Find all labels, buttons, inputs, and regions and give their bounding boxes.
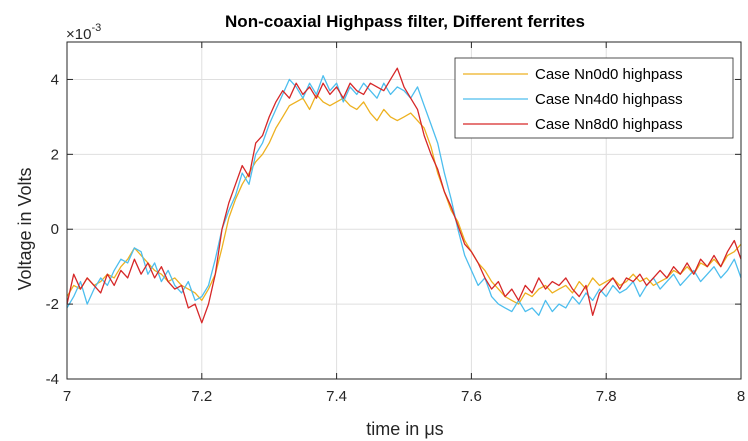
x-tick-labels: 7 7.2 7.4 7.6 7.8 8: [63, 388, 745, 405]
series-lines: [66, 67, 742, 324]
y-exponent-power: -3: [91, 22, 101, 34]
y-tick-label: 4: [51, 71, 59, 88]
y-tick-label: -4: [46, 371, 59, 388]
y-axis-label: Voltage in Volts: [15, 167, 35, 290]
x-tick-label: 8: [737, 388, 745, 405]
y-tick-label: 2: [51, 146, 59, 163]
y-tick-labels: -4 -2 0 2 4: [46, 71, 59, 388]
legend-label: Case Nn4d0 highpass: [535, 91, 683, 108]
legend-label: Case Nn0d0 highpass: [535, 66, 683, 83]
y-exponent: ×10-3: [66, 22, 101, 43]
x-tick-label: 7: [63, 388, 71, 405]
axes-box: [66, 41, 742, 380]
y-exponent-base: ×10: [66, 26, 91, 43]
legend-label: Case Nn8d0 highpass: [535, 116, 683, 133]
series-line-case-nn4d0-highpass: [66, 75, 742, 316]
ticks: [66, 42, 742, 380]
series-line-case-nn8d0-highpass: [66, 67, 742, 324]
legend: Case Nn0d0 highpass Case Nn4d0 highpass Ca…: [454, 57, 734, 139]
legend-box: [454, 57, 734, 139]
x-axis-label: time in μs: [366, 419, 443, 439]
y-tick-label: -2: [46, 296, 59, 313]
x-tick-label: 7.2: [191, 388, 212, 405]
chart-title: Non-coaxial Highpass filter, Different f…: [225, 12, 585, 31]
x-tick-label: 7.8: [596, 388, 617, 405]
x-tick-label: 7.4: [326, 388, 347, 405]
y-tick-label: 0: [51, 221, 59, 238]
x-tick-label: 7.6: [461, 388, 482, 405]
